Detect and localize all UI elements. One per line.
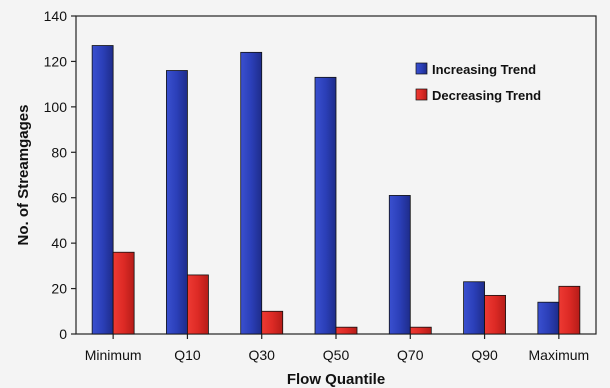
legend-label-increasing: Increasing Trend — [432, 62, 536, 77]
bars — [91, 45, 581, 335]
y-axis: 0 20 40 60 80 100 120 140 — [44, 8, 76, 342]
y-tick-label: 100 — [44, 99, 68, 115]
x-axis: Minimum Q10 Q30 Q50 Q70 Q90 Maximum — [85, 334, 589, 363]
x-tick-label: Q70 — [397, 347, 424, 363]
bar-decreasing-q70 — [409, 326, 432, 335]
x-tick-label: Minimum — [85, 347, 142, 363]
bar-decreasing-maximum — [558, 285, 581, 335]
bar-increasing-minimum — [91, 45, 114, 335]
x-tick-label: Q30 — [248, 347, 275, 363]
x-axis-title: Flow Quantile — [287, 371, 385, 388]
x-tick-label: Q50 — [323, 347, 350, 363]
y-tick-label: 140 — [44, 8, 68, 24]
bar-decreasing-q10 — [187, 274, 209, 335]
y-axis-title: No. of Streamgages — [15, 105, 32, 246]
bar-increasing-q10 — [166, 70, 188, 335]
bar-increasing-maximum — [537, 301, 560, 335]
y-tick-label: 40 — [51, 235, 67, 251]
x-tick-label: Q90 — [471, 347, 498, 363]
bar-decreasing-minimum — [112, 251, 135, 335]
legend: Increasing Trend Decreasing Trend — [415, 62, 541, 103]
bar-increasing-q50 — [314, 76, 337, 335]
legend-swatch-increasing — [415, 62, 428, 75]
bar-decreasing-q90 — [484, 294, 506, 335]
bar-decreasing-q30 — [261, 310, 284, 335]
x-tick-label: Q10 — [174, 347, 201, 363]
y-tick-label: 120 — [44, 53, 68, 69]
bar-decreasing-q50 — [335, 326, 358, 335]
bar-increasing-q30 — [240, 51, 263, 335]
bar-increasing-q90 — [463, 281, 485, 335]
legend-label-decreasing: Decreasing Trend — [432, 88, 541, 103]
legend-swatch-decreasing — [415, 88, 428, 101]
x-tick-label: Maximum — [529, 347, 590, 363]
bar-increasing-q70 — [388, 195, 411, 335]
y-tick-label: 80 — [51, 144, 67, 160]
y-tick-label: 60 — [51, 190, 67, 206]
y-tick-label: 20 — [51, 281, 67, 297]
y-tick-label: 0 — [59, 326, 67, 342]
